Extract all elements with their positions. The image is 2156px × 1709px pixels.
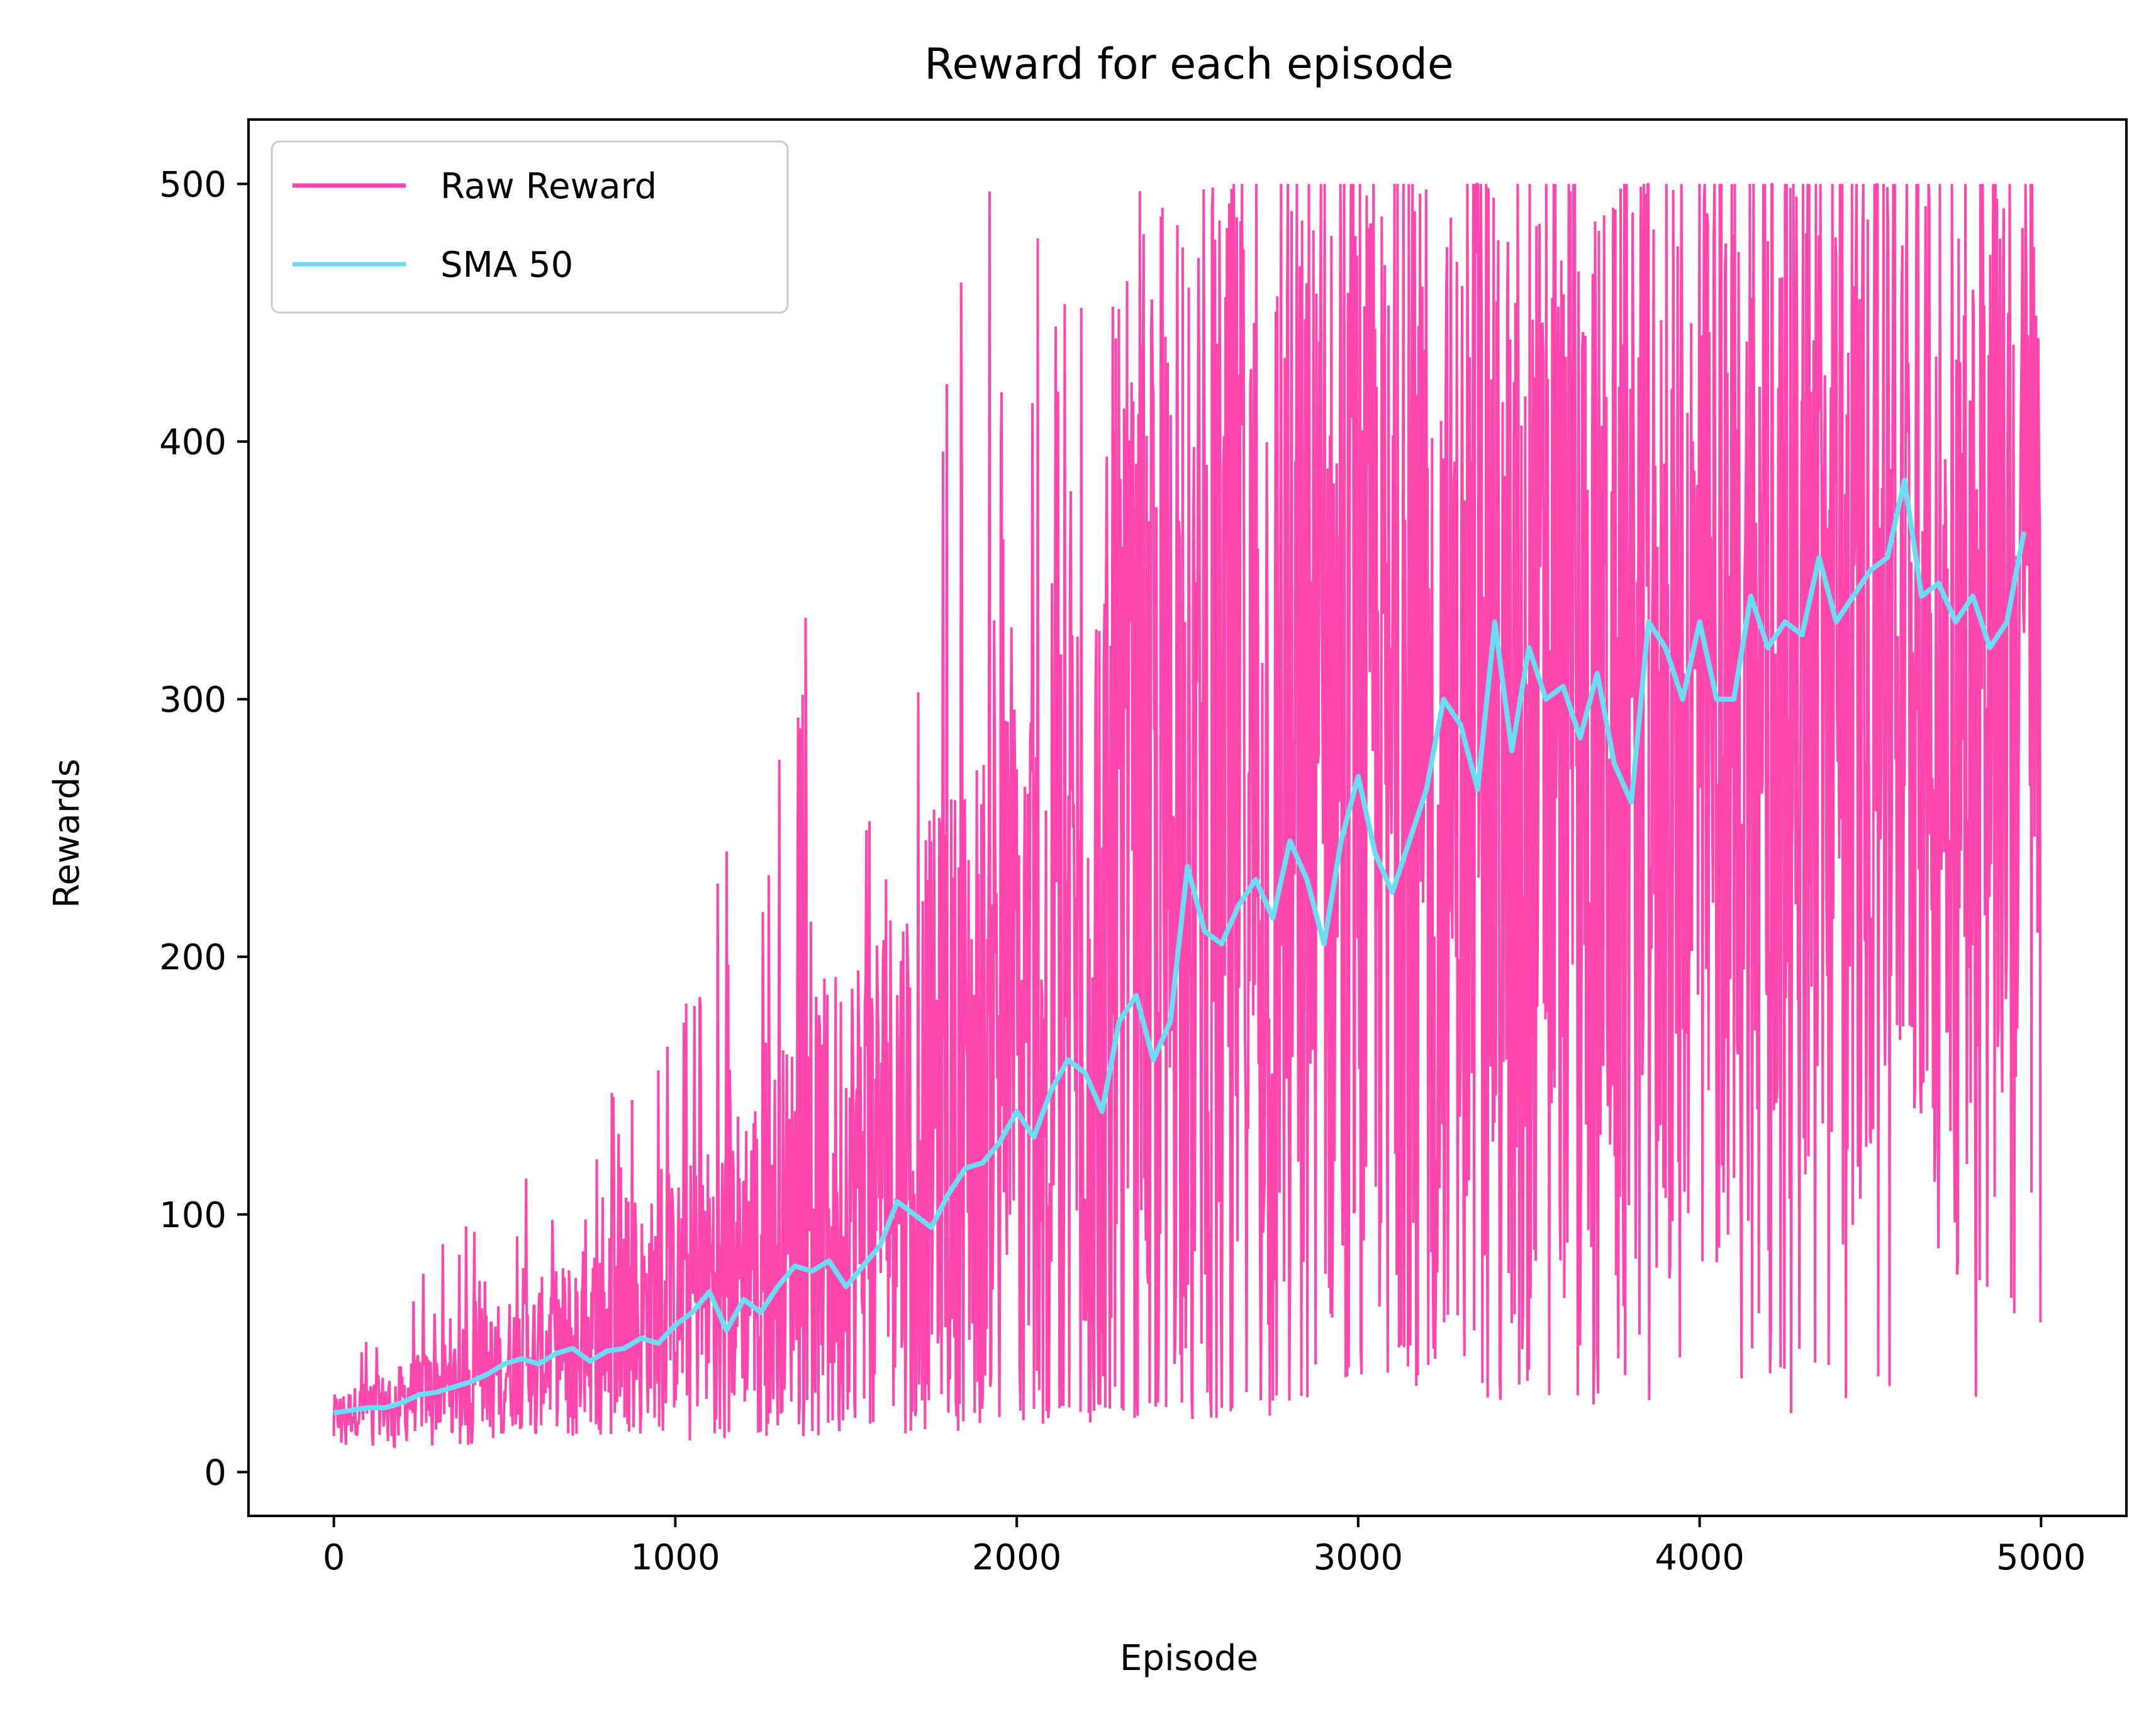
x-tick-label: 0 xyxy=(323,1537,345,1578)
x-tick-label: 1000 xyxy=(630,1537,720,1578)
legend-label-sma-50: SMA 50 xyxy=(440,245,573,286)
x-axis-label: Episode xyxy=(1120,1638,1258,1679)
y-tick-label: 500 xyxy=(159,164,226,205)
x-tick-label: 2000 xyxy=(972,1537,1062,1578)
y-tick-label: 300 xyxy=(159,680,226,721)
x-tick-label: 5000 xyxy=(1996,1537,2086,1578)
y-axis-label: Rewards xyxy=(47,759,87,908)
x-tick-label: 4000 xyxy=(1655,1537,1745,1578)
legend-label-raw-reward: Raw Reward xyxy=(440,166,657,207)
y-tick-label: 0 xyxy=(204,1452,226,1493)
y-tick-label: 400 xyxy=(159,422,226,463)
y-tick-label: 200 xyxy=(159,937,226,978)
y-axis: 0 100 200 300 400 500 xyxy=(159,164,249,1493)
x-tick-label: 3000 xyxy=(1314,1537,1404,1578)
x-axis: 0 1000 2000 3000 4000 5000 xyxy=(323,1516,2086,1578)
plot-area xyxy=(332,182,2042,1449)
legend: Raw Reward SMA 50 xyxy=(271,140,789,314)
sma-50-line xyxy=(333,477,2027,1416)
chart-title: Reward for each episode xyxy=(924,40,1454,89)
plot-frame xyxy=(247,118,2128,1517)
y-tick-label: 100 xyxy=(159,1195,226,1236)
raw-reward-line xyxy=(332,182,2042,1449)
